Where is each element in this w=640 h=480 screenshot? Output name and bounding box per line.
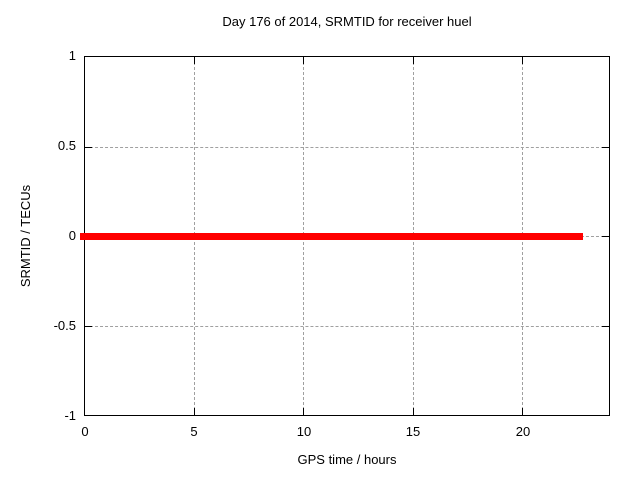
x-tick-label: 10 [296,424,312,439]
y-tick-label: -0.5 [53,318,76,333]
y-tick-label: 0.5 [57,138,76,153]
x-tick-mark [412,408,414,415]
y-tick-mark [602,146,609,148]
chart-title: Day 176 of 2014, SRMTID for receiver hue… [222,14,472,29]
x-tick-label: 15 [405,424,421,439]
y-tick-label: -1 [64,408,76,423]
y-tick-label: 1 [68,48,76,63]
x-tick-mark [194,57,196,64]
x-tick-mark [521,408,523,415]
x-tick-mark [303,408,305,415]
gridline-horizontal [85,325,609,327]
x-axis-label: GPS time / hours [297,452,397,467]
x-tick-mark [194,408,196,415]
data-series-srmtid-line [80,233,583,240]
x-tick-mark [521,57,523,64]
x-tick-mark [303,57,305,64]
x-tick-mark [412,57,414,64]
plot-area [80,56,610,416]
gridline-horizontal [85,146,609,148]
x-tick-label: 5 [190,424,198,439]
y-tick-mark [85,146,92,148]
y-tick-label: 0 [68,228,76,243]
y-tick-mark [85,325,92,327]
x-tick-label: 0 [81,424,89,439]
x-tick-label: 20 [515,424,531,439]
y-tick-mark [602,325,609,327]
y-tick-mark [602,236,609,237]
